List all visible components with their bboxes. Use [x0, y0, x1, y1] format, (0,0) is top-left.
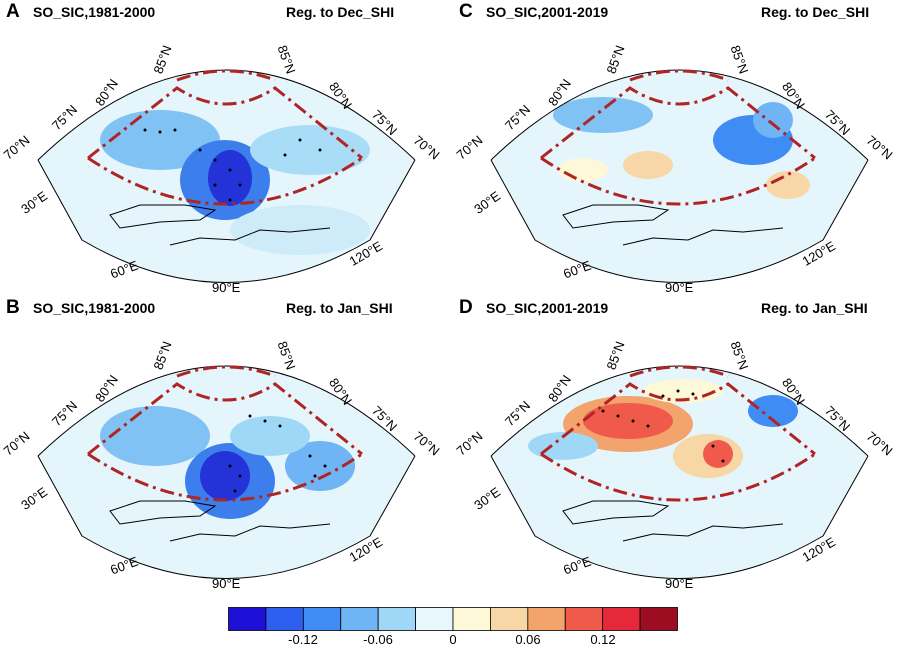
colorbar-swatch: [415, 607, 454, 631]
panel-regression: Reg. to Jan_SHI: [761, 300, 868, 316]
colorbar-swatch: [302, 607, 342, 631]
lon-label: 90°E: [665, 576, 694, 591]
panel-title: SO_SIC,2001-2019: [486, 4, 609, 20]
panel-b: B SO_SIC,1981-2000 Reg. to Jan_SHI 85°N …: [0, 296, 453, 592]
colorbar-swatch: [527, 607, 566, 631]
colorbar-swatch: [228, 607, 267, 631]
panel-c: C SO_SIC,2001-2019 Reg. to Dec_SHI 85°N …: [453, 0, 906, 296]
colorbar-tick: 0.06: [515, 632, 541, 647]
panel-title: SO_SIC,2001-2019: [486, 300, 609, 316]
colorbar-tick: -0.12: [288, 632, 318, 647]
colorbar-swatch: [452, 607, 491, 631]
map-a: [37, 69, 416, 283]
panel-label: A: [6, 1, 20, 22]
lon-label: 90°E: [212, 280, 241, 295]
colorbar-swatch: [564, 607, 604, 631]
colorbar-swatch: [265, 607, 304, 631]
panel-regression: Reg. to Dec_SHI: [286, 4, 395, 20]
panel-title: SO_SIC,1981-2000: [33, 4, 156, 20]
lon-label: 90°E: [212, 576, 241, 591]
panel-label: D: [459, 297, 473, 318]
map-b: [37, 365, 416, 579]
colorbar-tick: 0: [449, 632, 457, 647]
colorbar-swatch: [602, 607, 641, 631]
panel-label: C: [459, 1, 473, 22]
colorbar-swatch: [340, 607, 379, 631]
panel-regression: Reg. to Jan_SHI: [286, 300, 393, 316]
panel-regression: Reg. to Dec_SHI: [761, 4, 870, 20]
map-c: [490, 69, 869, 283]
colorbar-tick: -0.06: [363, 632, 393, 647]
lon-label: 90°E: [665, 280, 694, 295]
colorbar: [228, 607, 678, 631]
colorbar-swatch: [639, 607, 678, 631]
panel-title: SO_SIC,1981-2000: [33, 300, 156, 316]
colorbar-tick: 0.12: [590, 632, 616, 647]
map-d: [490, 365, 869, 579]
panel-d: D SO_SIC,2001-2019 Reg. to Jan_SHI 85°N …: [453, 296, 906, 592]
colorbar-swatch: [377, 607, 416, 631]
panel-label: B: [6, 297, 20, 318]
colorbar-swatch: [490, 607, 529, 631]
panel-a: A SO_SIC,1981-2000 Reg. to Dec_SHI 85°N …: [0, 0, 453, 296]
